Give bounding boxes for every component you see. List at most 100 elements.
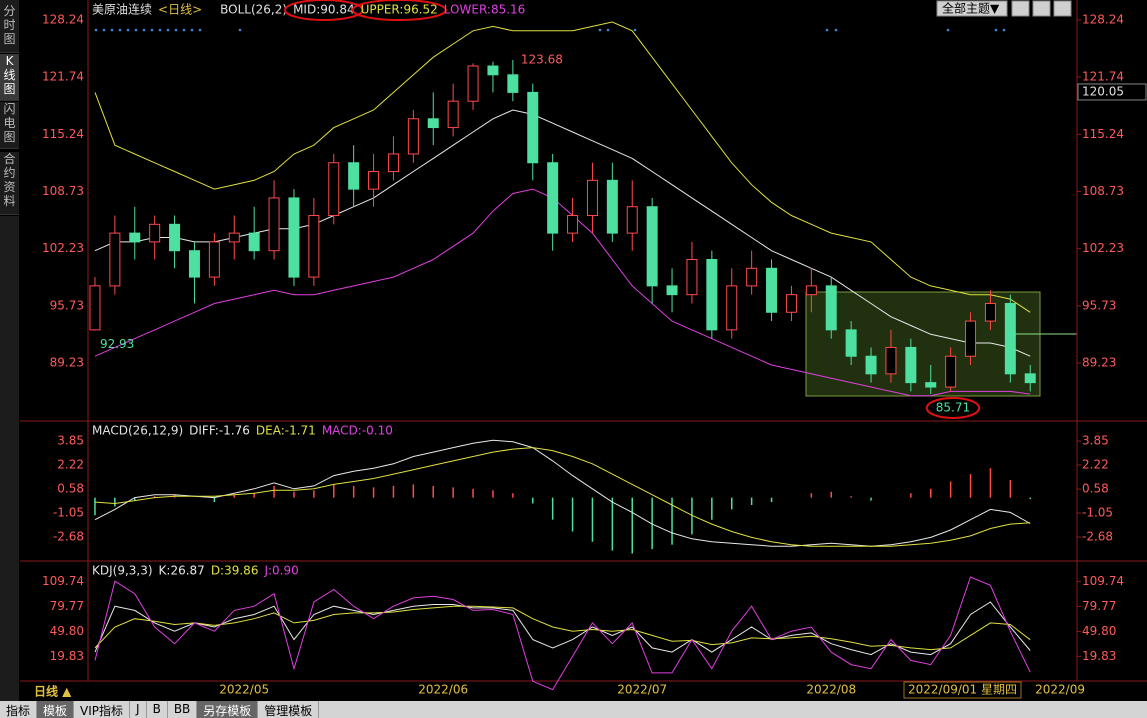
period: <日线> [158,3,202,17]
signal-dot [182,28,186,32]
indicator-line [94,188,1031,397]
signal-dot [190,28,194,32]
tab-kline[interactable]: K线图 [0,54,19,101]
y-tick-label: 19.83 [50,649,84,663]
candle-body [845,329,857,357]
y-tick-label-right: 121.74 [1082,70,1124,84]
candle-body [169,223,181,252]
y-tick-label-right: 115.24 [1082,127,1124,141]
candle-body [925,382,937,388]
signal-dot [110,28,114,32]
tab-timeshare[interactable]: 分时图 [0,0,19,53]
candle-body [248,232,260,252]
signal-dot [126,28,130,32]
signal-dot [118,28,122,32]
candle-body [228,232,240,243]
tab-flash[interactable]: 闪电图 [0,102,19,149]
candle-body [308,215,320,278]
tab[interactable]: VIP指标 [74,701,131,718]
signal-dot [134,28,138,32]
indicator-line [94,447,1031,547]
candle-body [706,258,718,331]
cursor-date-box [903,681,1022,699]
signal-dot [150,28,154,32]
candle-body [129,232,141,243]
signal-dot [238,28,242,32]
price-annotation: 123.68 [521,53,563,67]
indicator-name: MACD(26,12,9) [92,424,183,438]
candle-body [666,285,678,296]
indicator-line [94,601,1031,656]
candle-body [746,267,758,287]
signal-dot [174,28,178,32]
signal-dot [166,28,170,32]
signal-dot [142,28,146,32]
signal-dot [606,28,610,32]
indicator-value: DIFF:-1.76 [189,424,250,438]
candle-body [427,118,439,129]
y-tick-label: 89.23 [50,356,84,370]
y-tick-label-right: 128.24 [1082,12,1124,26]
candle-body [288,197,300,278]
candle-body [1024,373,1036,384]
y-tick-label: 109.74 [42,574,84,588]
tab-contract[interactable]: 合约资料 [0,152,19,215]
candle-body [1004,302,1016,375]
candle-body [606,179,618,234]
highlight-ellipse [284,0,364,21]
price-annotation: 92.93 [100,337,134,351]
candle-body [208,241,220,278]
indicator-line [94,605,1031,651]
y-tick-label: 121.74 [42,70,84,84]
y-tick-label-right: 109.74 [1082,574,1124,588]
candle-body [348,162,360,190]
candle-body [527,91,539,164]
y-tick-label-right: 0.58 [1082,482,1109,496]
indicator-line [94,576,1031,691]
indicator-value: K:26.87 [159,564,205,578]
x-tick-label: 2022/05 [219,683,269,697]
y-tick-label-right: 95.73 [1082,298,1116,312]
y-tick-label: 0.58 [57,482,84,496]
candle-body [387,153,399,173]
y-tick-label: 108.73 [42,184,84,198]
candle-body [865,355,877,375]
window-button [1032,0,1051,17]
indicator-name: KDJ(9,3,3) [92,564,153,578]
window-button [1053,0,1072,17]
signal-dot [633,28,637,32]
x-tick-label: 2022/09 [1035,683,1085,697]
tab[interactable]: 模板 [37,701,75,718]
tab[interactable]: 指标 [0,701,38,718]
theme-button[interactable]: 全部主题▼ [942,1,1000,16]
y-tick-label: -1.05 [53,506,84,520]
candle-body [965,320,977,357]
candle-body [188,250,200,278]
y-tick-label-right: 89.23 [1082,356,1116,370]
candle-body [89,285,101,331]
tab[interactable]: BB [168,701,198,718]
indicator-name: BOLL(26,2) [220,3,287,17]
period-button: 日线 ▲ [34,684,72,699]
candle-body [945,355,957,388]
y-tick-label: 2.22 [57,458,84,472]
indicator-value: UPPER:96.52 [361,3,438,17]
candle-body [407,118,419,155]
candle-body [567,215,579,234]
candle-body [885,346,897,375]
y-tick-label-right: 49.80 [1082,624,1116,638]
tab[interactable]: J [130,701,147,718]
signal-dot [102,28,106,32]
candle-body [368,171,380,190]
indicator-value: DEA:-1.71 [256,424,316,438]
y-tick-label: -2.68 [53,530,84,544]
symbol: 美原油连续 [92,2,152,17]
tab[interactable]: 管理模板 [258,701,320,718]
highlight-ellipse [351,0,447,21]
tab[interactable]: B [147,701,168,718]
signal-dot [1002,28,1006,32]
indicator-line [94,439,1031,547]
tab-bar: 指标 模板 VIP指标 J B BB 另存模板 管理模板 [0,701,1147,718]
y-tick-label: 49.80 [50,624,84,638]
tab[interactable]: 另存模板 [197,701,259,718]
